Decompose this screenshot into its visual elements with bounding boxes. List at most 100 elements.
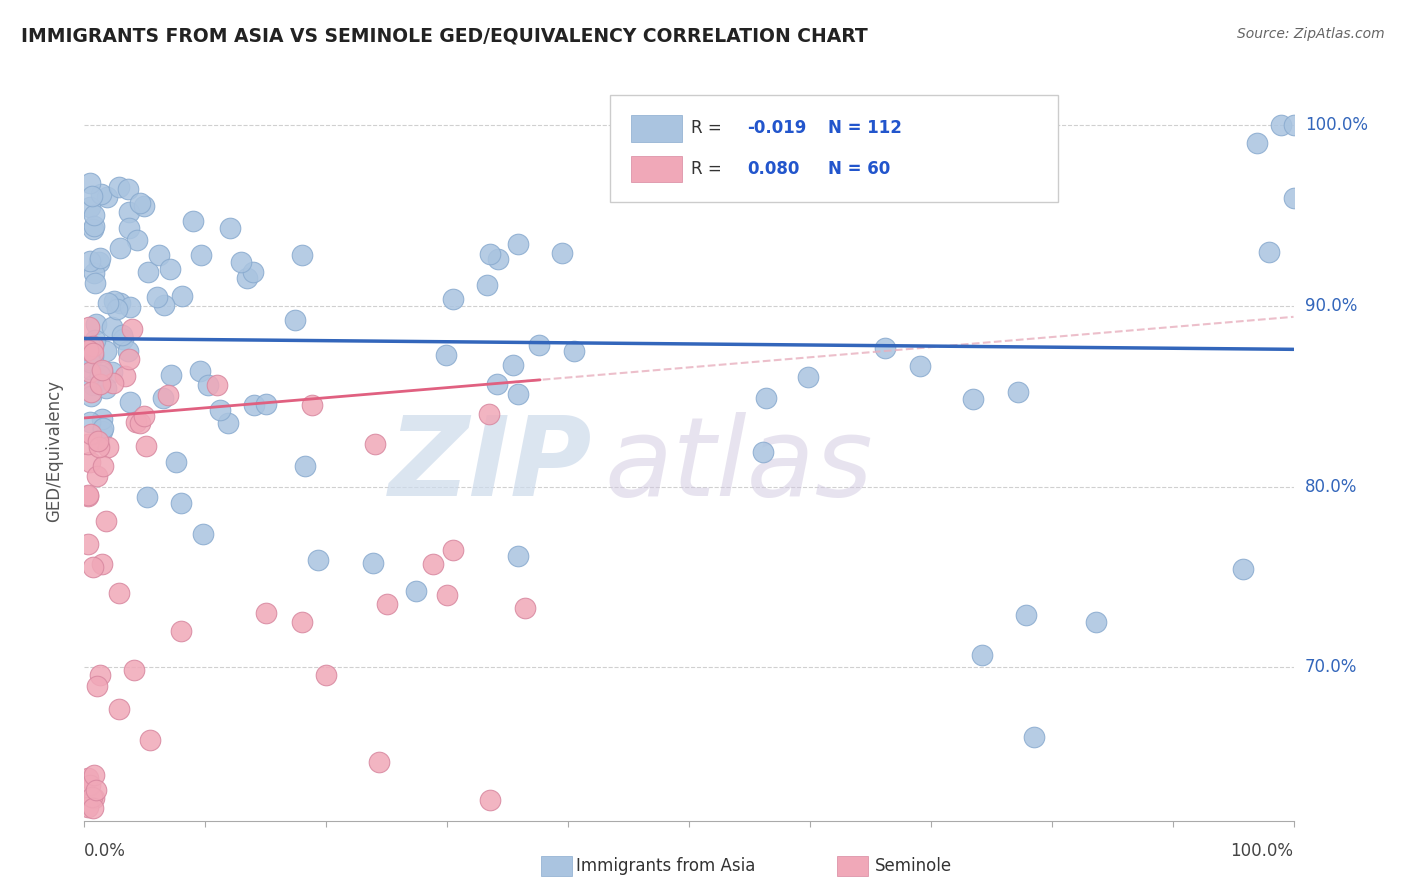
Point	[294, 459, 316, 474]
Point	[506, 549, 529, 564]
Point	[79, 778, 101, 792]
Point	[117, 205, 139, 219]
Text: 0.0%: 0.0%	[84, 842, 127, 860]
Point	[129, 416, 152, 430]
Point	[91, 458, 114, 473]
Point	[752, 445, 775, 459]
Point	[197, 378, 219, 392]
Point	[515, 601, 537, 615]
Point	[475, 278, 498, 293]
Text: 100.0%: 100.0%	[1230, 842, 1294, 860]
Point	[139, 733, 162, 747]
Point	[87, 255, 110, 269]
Point	[91, 365, 114, 379]
Point	[755, 391, 778, 405]
Point	[118, 351, 141, 366]
Point	[79, 361, 101, 376]
Point	[77, 537, 100, 551]
Point	[108, 179, 131, 194]
Point	[80, 340, 103, 354]
Point	[132, 199, 155, 213]
Text: N = 60: N = 60	[828, 161, 890, 178]
Point	[441, 542, 464, 557]
Point	[79, 384, 101, 399]
Point	[89, 251, 111, 265]
Point	[1022, 730, 1045, 744]
Point	[91, 558, 114, 572]
Bar	[631, 115, 682, 142]
Point	[89, 368, 111, 383]
Point	[87, 440, 110, 454]
Point	[83, 208, 105, 222]
Text: IMMIGRANTS FROM ASIA VS SEMINOLE GED/EQUIVALENCY CORRELATION CHART: IMMIGRANTS FROM ASIA VS SEMINOLE GED/EQU…	[21, 27, 868, 45]
Point	[118, 221, 141, 235]
Point	[156, 388, 179, 402]
Point	[478, 407, 501, 421]
Point	[82, 801, 104, 815]
Point	[96, 190, 118, 204]
Point	[208, 402, 231, 417]
Text: 100.0%: 100.0%	[1305, 117, 1368, 135]
Point	[121, 322, 143, 336]
Point	[118, 300, 141, 314]
Point	[441, 292, 464, 306]
Point	[364, 437, 387, 451]
Point	[94, 381, 117, 395]
Point	[153, 298, 176, 312]
Point	[96, 343, 118, 358]
Point	[502, 358, 524, 372]
Point	[86, 434, 108, 448]
Point	[90, 187, 112, 202]
Point	[170, 289, 193, 303]
Point	[103, 294, 125, 309]
Point	[79, 200, 101, 214]
Point	[90, 369, 112, 384]
Point	[873, 342, 896, 356]
Point	[77, 437, 100, 451]
Point	[82, 378, 104, 392]
Point	[1282, 191, 1305, 205]
Point	[159, 262, 181, 277]
Point	[89, 667, 111, 681]
Point	[79, 389, 101, 403]
Point	[1015, 608, 1038, 623]
FancyBboxPatch shape	[610, 95, 1057, 202]
Point	[79, 176, 101, 190]
Point	[101, 376, 124, 391]
Point	[529, 337, 551, 351]
Text: 90.0%: 90.0%	[1305, 297, 1357, 315]
Point	[291, 248, 314, 262]
Point	[254, 397, 277, 411]
Point	[219, 221, 242, 235]
Point	[79, 339, 101, 353]
Point	[86, 679, 108, 693]
Point	[79, 365, 101, 379]
Point	[254, 606, 277, 620]
Point	[375, 597, 398, 611]
Point	[84, 318, 107, 332]
Point	[797, 370, 820, 384]
Point	[148, 248, 170, 262]
Point	[307, 552, 329, 566]
Point	[111, 327, 134, 342]
Point	[301, 398, 323, 412]
Point	[243, 398, 266, 412]
Point	[486, 252, 509, 266]
Point	[1282, 119, 1305, 133]
Point	[90, 424, 112, 438]
Point	[181, 214, 204, 228]
Point	[79, 353, 101, 368]
Point	[135, 439, 157, 453]
Text: Seminole: Seminole	[875, 857, 952, 875]
Point	[508, 237, 530, 252]
Point	[169, 496, 191, 510]
Point	[82, 559, 104, 574]
Point	[405, 584, 427, 599]
Point	[1246, 136, 1268, 151]
Bar	[631, 156, 682, 183]
Point	[129, 195, 152, 210]
Point	[242, 265, 264, 279]
Point	[117, 182, 139, 196]
Point	[152, 391, 174, 405]
Point	[100, 319, 122, 334]
